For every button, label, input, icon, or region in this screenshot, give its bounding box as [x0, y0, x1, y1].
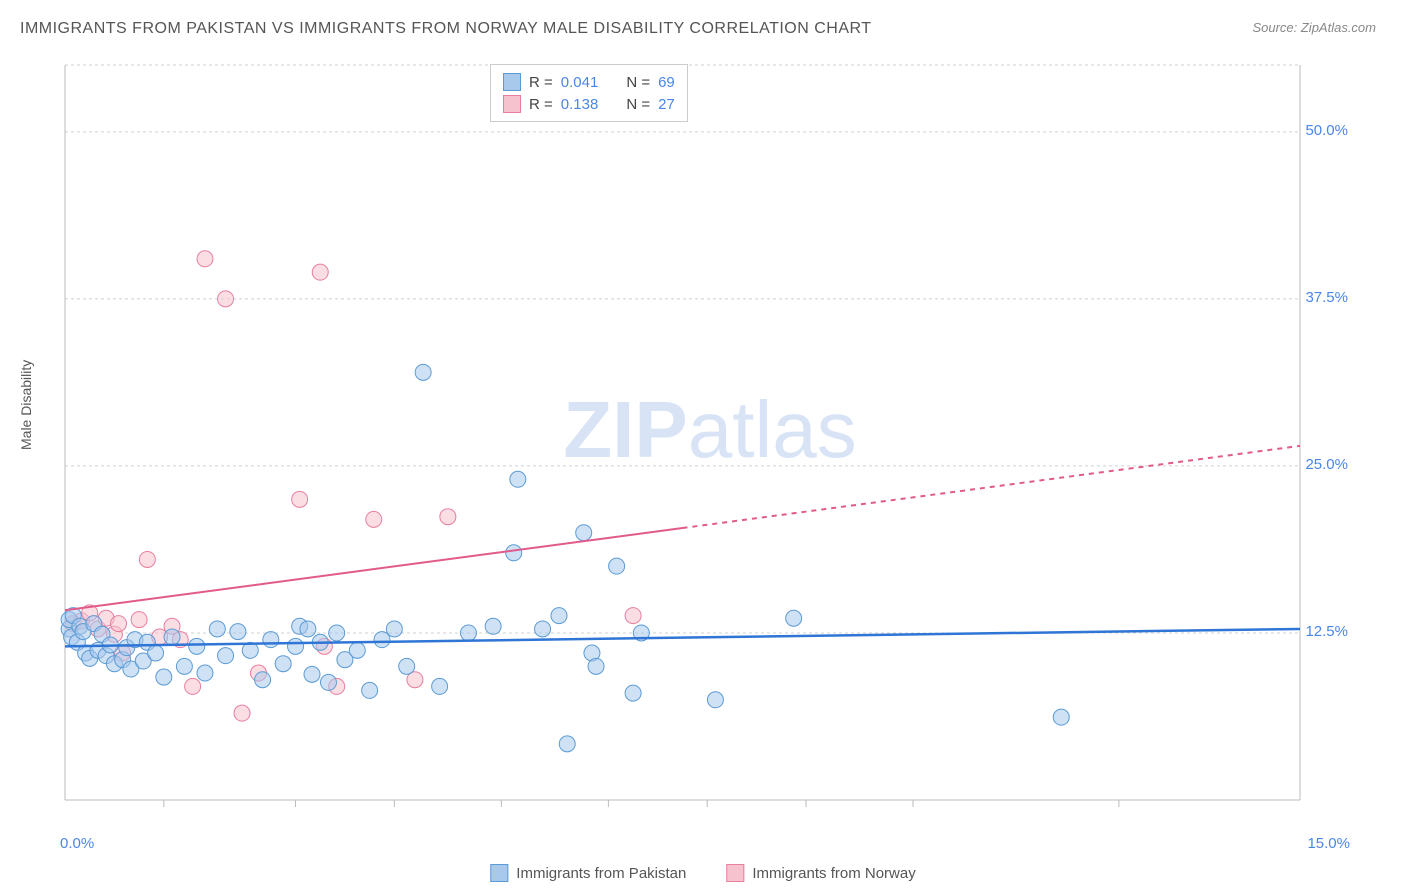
- stats-row-norway: R = 0.138 N = 27: [503, 93, 675, 115]
- swatch-norway: [726, 864, 744, 882]
- r-label: R =: [529, 74, 553, 91]
- r-value-norway: 0.138: [561, 96, 599, 113]
- stats-legend: R = 0.041 N = 69 R = 0.138 N = 27: [490, 64, 688, 122]
- bottom-legend: Immigrants from Pakistan Immigrants from…: [490, 864, 915, 882]
- n-label: N =: [626, 96, 650, 113]
- x-axis-max-label: 15.0%: [1307, 835, 1350, 852]
- source-attribution: Source: ZipAtlas.com: [1252, 20, 1376, 35]
- legend-label-pakistan: Immigrants from Pakistan: [516, 865, 686, 882]
- y-tick-label: 12.5%: [1305, 623, 1348, 640]
- y-tick-label: 37.5%: [1305, 289, 1348, 306]
- plot-area: ZIPatlas R = 0.041 N = 69 R = 0.138 N = …: [60, 60, 1360, 830]
- y-axis-label: Male Disability: [18, 360, 34, 450]
- legend-label-norway: Immigrants from Norway: [752, 865, 915, 882]
- stats-row-pakistan: R = 0.041 N = 69: [503, 71, 675, 93]
- r-label: R =: [529, 96, 553, 113]
- swatch-norway: [503, 95, 521, 113]
- swatch-pakistan: [490, 864, 508, 882]
- y-tick-label: 50.0%: [1305, 122, 1348, 139]
- n-label: N =: [626, 74, 650, 91]
- legend-item-pakistan: Immigrants from Pakistan: [490, 864, 686, 882]
- r-value-pakistan: 0.041: [561, 74, 599, 91]
- x-axis-min-label: 0.0%: [60, 835, 94, 852]
- chart-svg: [60, 60, 1360, 830]
- n-value-norway: 27: [658, 96, 675, 113]
- source-label: Source:: [1252, 20, 1300, 35]
- source-name: ZipAtlas.com: [1301, 20, 1376, 35]
- chart-title: IMMIGRANTS FROM PAKISTAN VS IMMIGRANTS F…: [20, 20, 872, 38]
- swatch-pakistan: [503, 73, 521, 91]
- y-tick-label: 25.0%: [1305, 456, 1348, 473]
- n-value-pakistan: 69: [658, 74, 675, 91]
- legend-item-norway: Immigrants from Norway: [726, 864, 915, 882]
